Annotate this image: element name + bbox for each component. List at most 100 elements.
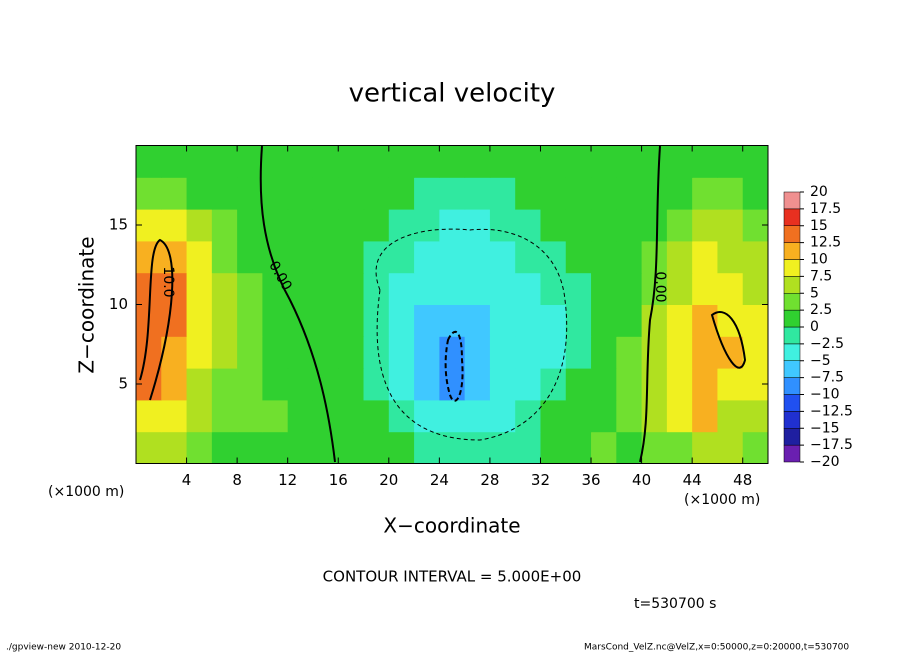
heat-cell bbox=[565, 399, 592, 433]
colorbar-tick-label: 7.5 bbox=[810, 268, 832, 284]
heat-cell bbox=[616, 209, 643, 242]
x-tick-label: 12 bbox=[278, 471, 297, 489]
colorbar-box bbox=[783, 343, 801, 361]
heat-cell bbox=[388, 209, 415, 242]
heat-cell bbox=[388, 240, 415, 274]
heat-cell bbox=[565, 177, 592, 210]
heat-cell bbox=[211, 240, 238, 274]
heat-cell bbox=[464, 209, 491, 242]
colorbar-box bbox=[783, 444, 801, 463]
heat-cell bbox=[439, 399, 466, 433]
heat-cell bbox=[312, 177, 339, 210]
contour-line bbox=[639, 145, 661, 463]
heat-cell bbox=[692, 368, 718, 401]
x-tick-label: 28 bbox=[480, 471, 499, 489]
colorbar-tick-label: −20 bbox=[810, 454, 840, 470]
heat-cell bbox=[161, 209, 188, 242]
heat-cell bbox=[136, 145, 162, 178]
heat-cell bbox=[237, 368, 263, 401]
heat-cell bbox=[161, 177, 188, 210]
heat-cell bbox=[489, 145, 516, 178]
heat-cell bbox=[136, 240, 162, 274]
heat-cell bbox=[717, 177, 744, 210]
heat-cell bbox=[414, 399, 440, 433]
heat-cell bbox=[186, 272, 213, 305]
colorbar-box bbox=[783, 259, 801, 277]
heat-cell bbox=[262, 145, 289, 178]
heat-cell bbox=[161, 399, 188, 433]
heat-cell bbox=[666, 399, 693, 433]
heat-cell bbox=[312, 240, 339, 274]
heat-cell bbox=[439, 368, 466, 401]
chart-title: vertical velocity bbox=[349, 79, 556, 109]
heat-cell bbox=[565, 240, 592, 274]
heat-cell bbox=[439, 272, 466, 305]
heat-cell bbox=[591, 272, 617, 305]
colorbar-tick-label: 12.5 bbox=[810, 235, 841, 251]
y-tick-label: 15 bbox=[109, 216, 128, 234]
heatmap bbox=[136, 145, 769, 464]
heat-cell bbox=[565, 368, 592, 401]
heat-cell bbox=[312, 209, 339, 242]
heat-cell bbox=[287, 240, 314, 274]
heat-cell bbox=[262, 304, 289, 337]
heat-cell bbox=[414, 272, 440, 305]
heat-cell bbox=[641, 336, 668, 369]
colorbar-tick-label: −10 bbox=[810, 387, 840, 403]
x-tick-label: 32 bbox=[531, 471, 550, 489]
colorbar-tick-label: −17.5 bbox=[810, 437, 853, 453]
heat-cell bbox=[515, 399, 541, 433]
contour-line bbox=[444, 330, 464, 402]
heat-cell bbox=[464, 336, 491, 369]
heat-cell bbox=[388, 304, 415, 337]
heat-cell bbox=[515, 431, 541, 464]
heat-cell bbox=[186, 368, 213, 401]
heat-cell bbox=[287, 399, 314, 433]
heat-cell bbox=[338, 145, 365, 178]
heat-cell bbox=[464, 145, 491, 178]
contour-line bbox=[710, 311, 747, 369]
heat-cell bbox=[211, 177, 238, 210]
heat-cell bbox=[717, 368, 744, 401]
heat-cell bbox=[388, 431, 415, 464]
x-unit: (×1000 m) bbox=[684, 492, 760, 508]
heat-cell bbox=[641, 240, 668, 274]
heat-cell bbox=[717, 209, 744, 242]
heat-cell bbox=[439, 177, 466, 210]
heat-cell bbox=[161, 272, 188, 305]
x-tick-label: 8 bbox=[232, 471, 242, 489]
heat-cell bbox=[237, 272, 263, 305]
heat-cell bbox=[338, 240, 365, 274]
heat-cell bbox=[186, 177, 213, 210]
heat-cell bbox=[338, 304, 365, 337]
colorbar-tick-label: 17.5 bbox=[810, 201, 841, 217]
heat-cell bbox=[414, 209, 440, 242]
heat-cell bbox=[641, 145, 668, 178]
heat-cell bbox=[211, 209, 238, 242]
heat-cell bbox=[540, 368, 567, 401]
heat-cell bbox=[616, 304, 643, 337]
heat-cell bbox=[388, 368, 415, 401]
heat-cell bbox=[186, 145, 213, 178]
heat-cell bbox=[666, 177, 693, 210]
heat-cell bbox=[186, 399, 213, 433]
heat-cell bbox=[692, 399, 718, 433]
heat-cell bbox=[616, 240, 643, 274]
heat-cell bbox=[742, 304, 769, 337]
heat-cell bbox=[692, 209, 718, 242]
heat-cell bbox=[262, 336, 289, 369]
heat-cell bbox=[388, 336, 415, 369]
heat-cell bbox=[489, 177, 516, 210]
contour-line bbox=[375, 228, 568, 441]
heat-cell bbox=[742, 272, 769, 305]
heat-cell bbox=[363, 399, 390, 433]
heat-cell bbox=[742, 240, 769, 274]
heat-cell bbox=[237, 304, 263, 337]
heat-cell bbox=[515, 240, 541, 274]
heat-cell bbox=[692, 177, 718, 210]
heat-cell bbox=[565, 304, 592, 337]
heat-cell bbox=[312, 304, 339, 337]
heat-cell bbox=[136, 177, 162, 210]
heat-cell bbox=[666, 368, 693, 401]
heat-cell bbox=[616, 177, 643, 210]
